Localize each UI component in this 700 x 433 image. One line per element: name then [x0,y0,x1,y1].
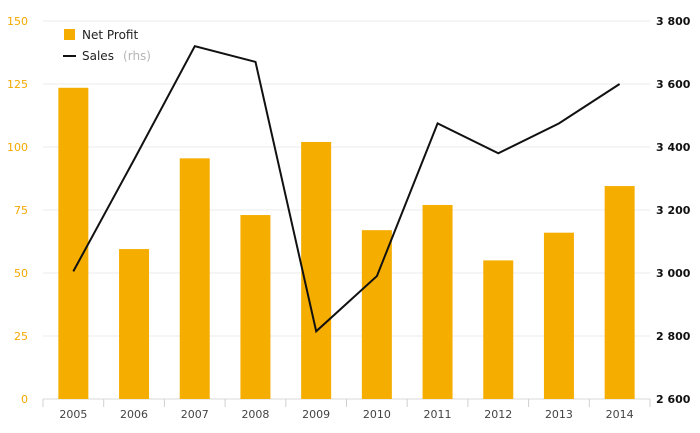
bar [240,215,271,399]
bar [422,204,453,399]
y-right-tick-label: 3 000 [656,267,691,280]
x-tick-label: 2014 [606,408,634,421]
bar [604,186,635,399]
x-tick-label: 2010 [363,408,391,421]
line-series-sales [72,45,621,334]
y-left-tick-label: 75 [14,204,28,217]
y-right-tick-label: 3 800 [656,15,691,28]
bar [483,260,514,399]
x-tick-label: 2012 [484,408,512,421]
sales-line [72,45,621,334]
legend-swatch-net-profit [64,29,75,40]
right-axis: 2 600 2 800 3 000 3 200 3 400 3 600 3 800 [656,15,691,406]
y-left-tick-label: 0 [21,393,28,406]
y-left-tick-label: 25 [14,330,28,343]
bar [58,87,89,399]
legend-note-rhs: (rhs) [123,49,151,63]
x-tick-label: 2009 [302,408,330,421]
bar [543,232,574,399]
x-tick-label: 2007 [181,408,209,421]
bar [119,249,150,399]
y-right-tick-label: 2 800 [656,330,691,343]
x-tick-label: 2006 [120,408,148,421]
x-tick-label: 2005 [59,408,87,421]
y-right-tick-label: 3 600 [656,78,691,91]
y-right-tick-label: 2 600 [656,393,691,406]
bar [179,158,210,399]
x-tick-label: 2013 [545,408,573,421]
y-right-tick-label: 3 200 [656,204,691,217]
legend-label-net-profit: Net Profit [82,28,138,42]
y-left-tick-label: 50 [14,267,28,280]
x-axis: 2005 2006 2007 2008 2009 2010 2011 2012 2013 2014 [42,399,651,421]
x-tick-label: 2008 [241,408,269,421]
y-left-tick-label: 150 [7,15,28,28]
bar [301,141,332,399]
bar [361,230,392,399]
x-tick-label: 2011 [424,408,452,421]
y-left-tick-label: 125 [7,78,28,91]
left-axis: 0 25 50 75 100 125 150 [7,15,28,406]
legend-entry-sales: Sales (rhs) [82,45,151,64]
y-left-tick-label: 100 [7,141,28,154]
bar-series-net-profit [58,87,635,399]
legend: Net Profit Sales (rhs) [63,28,151,64]
y-right-tick-label: 3 400 [656,141,691,154]
legend-label-sales: Sales [82,49,114,63]
